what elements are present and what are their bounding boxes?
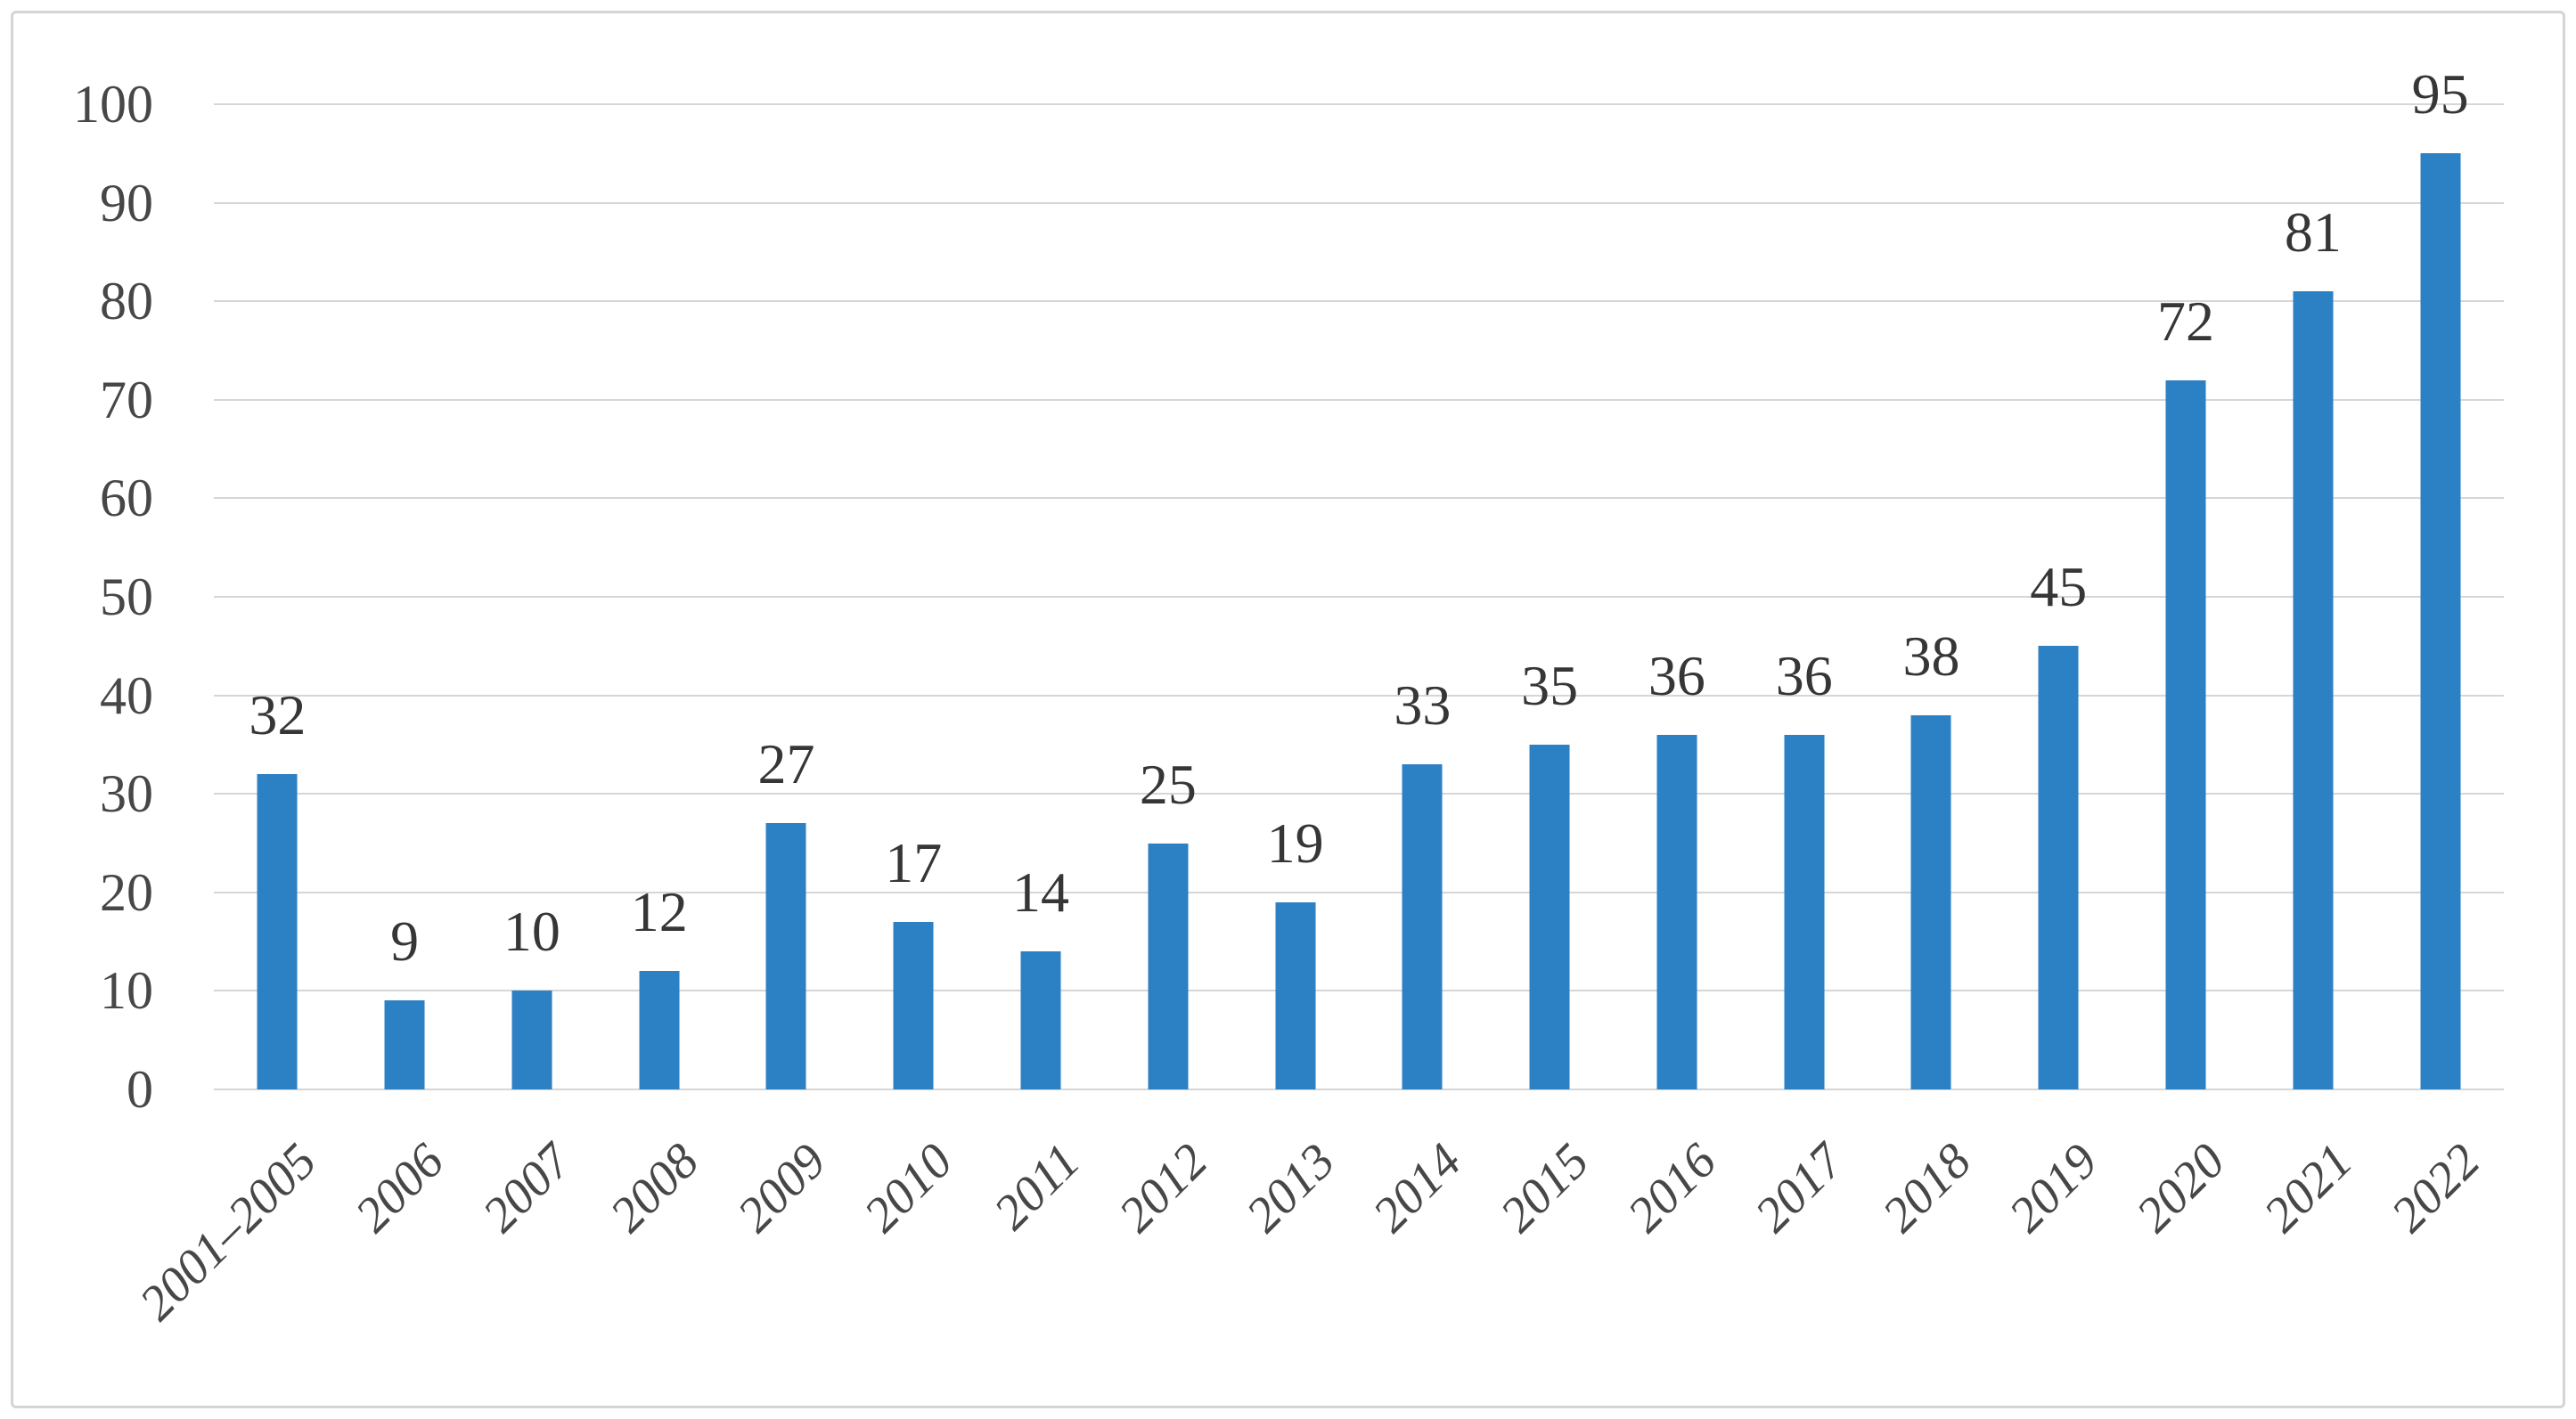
bar-slot-2007: 10 [469,104,596,1089]
x-tick-label-2009: 2009 [726,1133,837,1244]
bar-value-label-2009: 27 [757,732,815,796]
bar-value-label-2020: 72 [2157,289,2215,353]
bar-slot-2012: 25 [1104,104,1231,1089]
bar-2012 [1148,843,1189,1089]
y-tick-label-90: 90 [100,173,153,232]
gridline-40 [214,694,2504,697]
bar-2021 [2293,291,2334,1089]
bar-2017 [1784,734,1825,1089]
bar-value-label-2010: 17 [885,830,943,894]
bar-value-label-2014: 33 [1394,673,1452,738]
bar-2001–2005 [257,774,298,1089]
gridline-100 [214,103,2504,105]
bar-2011 [1020,951,1061,1089]
x-tick-label-2022: 2022 [2380,1133,2490,1244]
bar-slot-2015: 35 [1486,104,1614,1089]
gridline-10 [214,990,2504,992]
x-tick-label-2014: 2014 [1362,1133,1473,1244]
bar-2010 [893,921,934,1089]
bar-slot-2017: 36 [1740,104,1868,1089]
y-tick-label-80: 80 [100,272,153,331]
bar-value-label-2011: 14 [1012,860,1070,925]
plot-area: 32 9 10 12 27 17 14 25 19 33 35 36 36 38 45 72 81 95 [214,66,2504,1090]
y-axis: 0 10 20 30 40 50 60 70 80 90 100 [0,77,153,1116]
bar-slot-2009: 27 [723,104,850,1089]
x-tick-label-2020: 2020 [2126,1133,2237,1244]
gridline-30 [214,793,2504,795]
gridline-90 [214,201,2504,204]
bar-2022 [2420,153,2461,1089]
bar-value-label-2015: 35 [1521,653,1579,717]
x-tick-label-2021: 2021 [2253,1133,2363,1244]
bar-slot-2018: 38 [1868,104,1995,1089]
bar-value-label-2007: 10 [503,900,560,964]
bar-value-label-2018: 38 [1902,624,1960,688]
x-tick-label-2010: 2010 [854,1133,964,1244]
y-tick-label-70: 70 [100,370,153,429]
bar-2007 [511,991,552,1089]
y-tick-label-40: 40 [100,665,153,725]
y-tick-label-10: 10 [100,961,153,1021]
x-tick-label-2015: 2015 [1490,1133,1600,1244]
bar-2009 [766,823,806,1089]
bar-slot-2022: 95 [2376,66,2504,1089]
bar-value-label-2021: 81 [2284,200,2342,265]
bar-2015 [1529,744,1570,1089]
bar-2013 [1275,901,1316,1089]
bar-value-label-2006: 9 [390,909,420,974]
bar-value-label-2008: 12 [630,880,688,944]
bar-slot-2001–2005: 32 [214,104,341,1089]
bar-slot-2011: 14 [977,104,1105,1089]
y-tick-label-30: 30 [100,764,153,824]
y-tick-label-50: 50 [100,567,153,626]
bar-slot-2019: 45 [1995,104,2122,1089]
gridline-50 [214,596,2504,598]
x-tick-label-2013: 2013 [1235,1133,1345,1244]
bar-value-label-2012: 25 [1139,752,1197,816]
bar-slot-2006: 9 [341,104,469,1089]
gridline-0 [214,1089,2504,1090]
bar-slot-2010: 17 [850,104,977,1089]
bar-value-label-2019: 45 [2030,555,2088,619]
x-tick-label-2019: 2019 [1999,1133,2109,1244]
bar-slot-2016: 36 [1614,104,1741,1089]
bar-slot-2020: 72 [2122,104,2250,1089]
gridline-70 [214,398,2504,401]
bar-value-label-2017: 36 [1775,643,1833,707]
x-axis: 2001–2005 2006 2007 2008 2009 2010 2011 2012 201… [0,1089,2576,1419]
bar-2019 [2038,646,2079,1089]
x-tick-label-2018: 2018 [1871,1133,1982,1244]
gridline-60 [214,497,2504,500]
bar-value-label-2013: 19 [1266,811,1324,875]
gridline-80 [214,300,2504,303]
x-tick-label-2008: 2008 [599,1133,709,1244]
y-tick-label-20: 20 [100,862,153,922]
bar-slot-2008: 12 [595,104,723,1089]
bar-value-label-2016: 36 [1648,643,1705,707]
bar-2008 [639,971,680,1089]
y-tick-label-0: 0 [127,1060,153,1119]
y-tick-label-100: 100 [73,75,153,134]
bar-slot-2014: 33 [1359,104,1486,1089]
bar-2018 [1911,714,1951,1089]
bar-2016 [1656,734,1697,1089]
x-tick-label-2016: 2016 [1617,1133,1728,1244]
x-tick-label-2011: 2011 [984,1133,1092,1241]
gridline-20 [214,891,2504,893]
x-tick-label-2017: 2017 [1744,1133,1854,1244]
bar-slot-2013: 19 [1231,104,1359,1089]
bar-2006 [384,1000,425,1089]
x-tick-label-2012: 2012 [1108,1133,1218,1244]
bar-slot-2021: 81 [2249,104,2376,1089]
bar-value-label-2022: 95 [2411,62,2469,126]
bar-2014 [1402,764,1443,1089]
x-tick-label-2006: 2006 [345,1133,455,1244]
bar-2020 [2165,379,2206,1089]
x-tick-label-2007: 2007 [472,1133,583,1244]
bar-value-label-2001–2005: 32 [249,683,307,747]
y-tick-label-60: 60 [100,469,153,528]
x-tick-label-2001–2005: 2001–2005 [129,1133,328,1332]
